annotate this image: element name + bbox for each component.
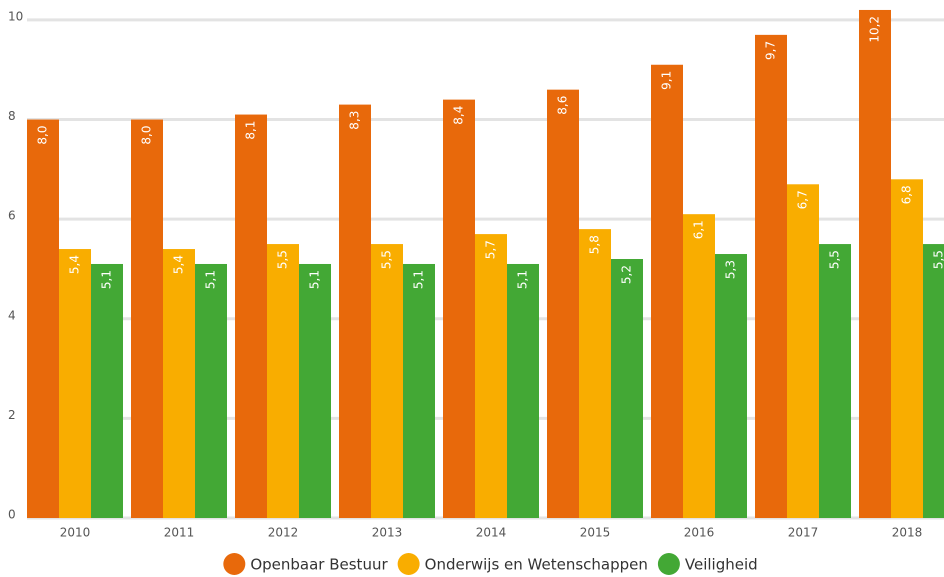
value-label: 8,0 bbox=[140, 126, 154, 145]
value-label: 6,1 bbox=[692, 220, 706, 239]
legend-swatch bbox=[397, 553, 420, 575]
bar bbox=[859, 9, 891, 518]
value-label: 8,1 bbox=[244, 121, 258, 140]
bar bbox=[891, 179, 923, 519]
bar bbox=[787, 184, 819, 519]
bar bbox=[235, 114, 267, 519]
bar bbox=[755, 34, 787, 518]
bar bbox=[267, 244, 299, 519]
bar bbox=[651, 64, 683, 518]
y-tick-label: 8 bbox=[8, 109, 16, 123]
bar bbox=[371, 244, 403, 519]
value-label: 9,1 bbox=[660, 71, 674, 90]
bar bbox=[27, 119, 59, 519]
value-label: 5,5 bbox=[828, 250, 842, 269]
x-tick-label: 2017 bbox=[788, 526, 819, 540]
bar bbox=[91, 263, 123, 518]
value-label: 5,1 bbox=[516, 270, 530, 289]
bar bbox=[579, 229, 611, 518]
value-label: 5,5 bbox=[932, 250, 944, 269]
y-tick-label: 6 bbox=[8, 209, 16, 223]
bar bbox=[923, 244, 944, 519]
value-label: 10,2 bbox=[868, 16, 882, 43]
y-tick-label: 2 bbox=[8, 408, 16, 422]
bar bbox=[611, 259, 643, 518]
value-label: 5,1 bbox=[412, 270, 426, 289]
value-label: 8,0 bbox=[36, 126, 50, 145]
value-label: 8,4 bbox=[452, 106, 466, 125]
value-label: 5,4 bbox=[172, 255, 186, 274]
bar bbox=[299, 263, 331, 518]
bar bbox=[403, 263, 435, 518]
value-label: 6,8 bbox=[900, 185, 914, 204]
x-tick-label: 2013 bbox=[372, 526, 403, 540]
legend-swatch bbox=[223, 553, 246, 575]
bar bbox=[819, 244, 851, 519]
bar bbox=[195, 263, 227, 518]
y-tick-label: 10 bbox=[8, 9, 23, 23]
legend: Openbaar Bestuur Onderwijs en Wetenschapp… bbox=[223, 553, 758, 575]
value-label: 5,3 bbox=[724, 260, 738, 279]
legend-label: Openbaar Bestuur bbox=[250, 556, 388, 574]
bar bbox=[683, 214, 715, 518]
value-label: 5,2 bbox=[620, 265, 634, 284]
value-label: 5,1 bbox=[204, 270, 218, 289]
bar bbox=[163, 249, 195, 519]
bar bbox=[475, 234, 507, 518]
value-label: 5,1 bbox=[100, 270, 114, 289]
bar bbox=[715, 254, 747, 518]
value-label: 8,3 bbox=[348, 111, 362, 130]
value-label: 5,8 bbox=[588, 235, 602, 254]
bar bbox=[339, 104, 371, 518]
x-tick-label: 2016 bbox=[684, 526, 715, 540]
value-label: 5,5 bbox=[380, 250, 394, 269]
bar bbox=[443, 99, 475, 518]
legend-swatch bbox=[657, 553, 680, 575]
x-tick-label: 2012 bbox=[268, 526, 299, 540]
value-label: 5,5 bbox=[276, 250, 290, 269]
value-label: 5,4 bbox=[68, 255, 82, 274]
bar bbox=[131, 119, 163, 519]
legend-label: Veiligheid bbox=[685, 556, 758, 574]
x-tick-label: 2010 bbox=[60, 526, 91, 540]
value-label: 8,6 bbox=[556, 96, 570, 115]
y-tick-label: 0 bbox=[8, 508, 16, 522]
value-label: 5,1 bbox=[308, 270, 322, 289]
x-tick-label: 2011 bbox=[164, 526, 195, 540]
bar bbox=[547, 89, 579, 519]
x-tick-label: 2015 bbox=[580, 526, 611, 540]
x-tick-label: 2018 bbox=[892, 526, 923, 540]
y-tick-label: 4 bbox=[8, 308, 16, 322]
x-tick-label: 2014 bbox=[476, 526, 507, 540]
bar bbox=[507, 263, 539, 518]
value-label: 5,7 bbox=[484, 240, 498, 259]
value-label: 9,7 bbox=[764, 41, 778, 60]
legend-label: Onderwijs en Wetenschappen bbox=[425, 556, 648, 574]
value-label: 6,7 bbox=[796, 190, 810, 209]
bar bbox=[59, 249, 91, 519]
